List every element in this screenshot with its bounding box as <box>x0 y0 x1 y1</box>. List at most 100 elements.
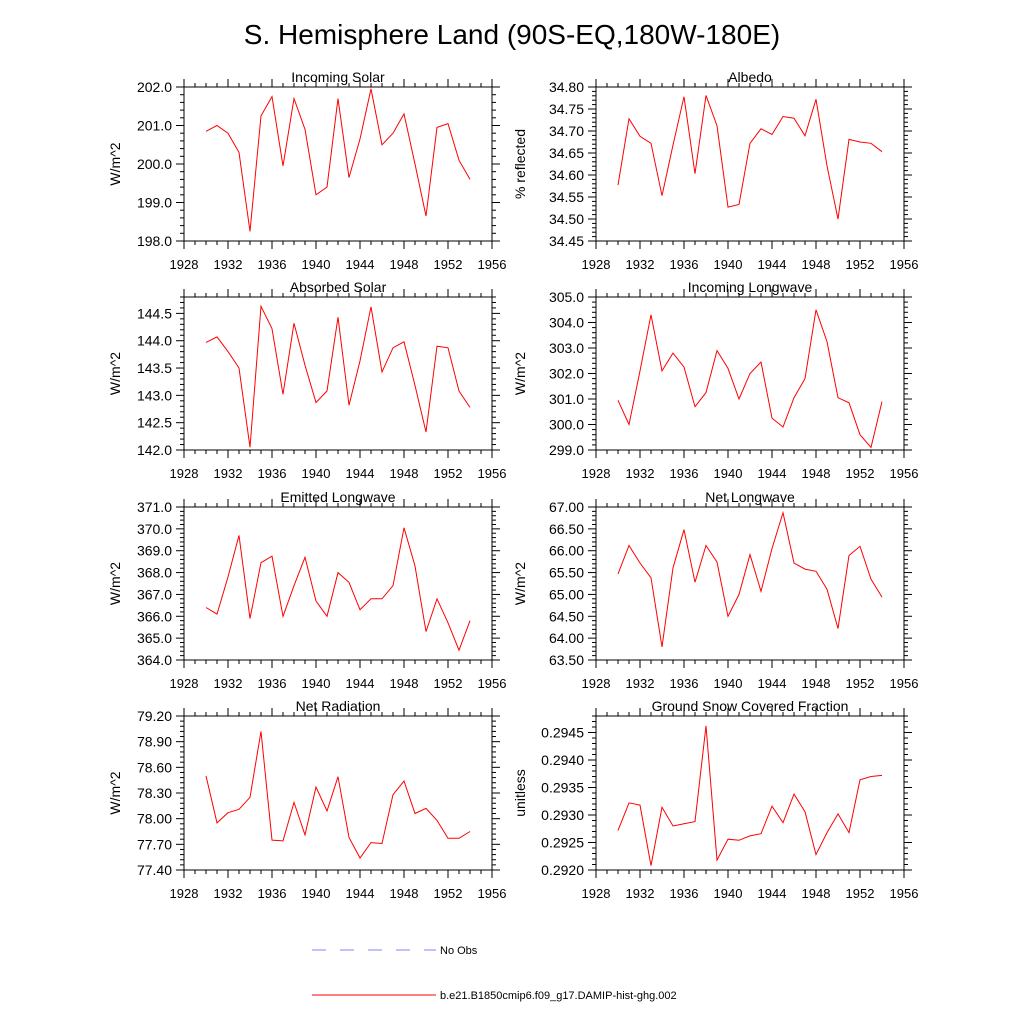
albedo-ytick-label: 34.55 <box>549 189 584 205</box>
incoming-longwave-ytick-label: 302.0 <box>549 366 584 382</box>
incoming-longwave-ylabel: W/m^2 <box>512 352 528 395</box>
emitted-longwave-ytick-label: 369.0 <box>137 543 172 559</box>
albedo-xtick-label: 1948 <box>802 257 831 272</box>
ground-snow-covered-fraction-title: Ground Snow Covered Fraction <box>652 698 849 714</box>
ground-snow-covered-fraction-xtick-label: 1940 <box>714 886 743 901</box>
net-longwave-xtick-label: 1936 <box>670 676 699 691</box>
albedo-ytick-label: 34.65 <box>549 145 584 161</box>
panel-emitted-longwave: Emitted Longwave 1928 1932 1936 1940 1944 1948… <box>107 489 506 691</box>
incoming-longwave-ytick-label: 300.0 <box>549 417 584 433</box>
albedo-ytick-label: 34.70 <box>549 123 584 139</box>
ground-snow-covered-fraction-ytick-label: 0.2930 <box>541 807 584 823</box>
ground-snow-covered-fraction-ytick-label: 0.2945 <box>541 725 584 741</box>
emitted-longwave-title: Emitted Longwave <box>280 489 395 505</box>
net-longwave-xtick-label: 1952 <box>846 676 875 691</box>
albedo-ytick-label: 34.75 <box>549 101 584 117</box>
net-longwave-ytick-label: 66.00 <box>549 543 584 559</box>
absorbed-solar-ytick-label: 143.5 <box>137 360 172 376</box>
absorbed-solar-series-line <box>205 304 471 448</box>
incoming-solar-ytick-label: 198.0 <box>137 233 172 249</box>
legend: No Obs b.e21.B1850cmip6.f09_g17.DAMIP-hi… <box>312 945 677 1002</box>
panel-absorbed-solar: Absorbed Solar 1928 1932 1936 1940 1944 1948 19… <box>107 279 506 481</box>
net-longwave-xtick-label: 1956 <box>890 676 919 691</box>
net-longwave-ytick-label: 66.50 <box>549 521 584 537</box>
albedo-series-line <box>617 95 883 220</box>
emitted-longwave-xtick-label: 1932 <box>214 676 243 691</box>
net-radiation-xtick-label: 1928 <box>170 886 199 901</box>
net-longwave-xtick-label: 1940 <box>714 676 743 691</box>
albedo-ytick-label: 34.80 <box>549 79 584 95</box>
absorbed-solar-xtick-label: 1948 <box>390 466 419 481</box>
albedo-xtick-label: 1944 <box>758 257 787 272</box>
albedo-frame <box>595 86 905 242</box>
incoming-solar-series-line <box>205 88 471 232</box>
net-radiation-xtick-label: 1944 <box>346 886 375 901</box>
albedo-xtick-label: 1952 <box>846 257 875 272</box>
absorbed-solar-ylabel: W/m^2 <box>107 352 123 395</box>
albedo-ylabel: % reflected <box>512 129 528 199</box>
absorbed-solar-ytick-label: 142.5 <box>137 415 172 431</box>
emitted-longwave-ytick-label: 365.0 <box>137 630 172 646</box>
incoming-longwave-ytick-label: 304.0 <box>549 315 584 331</box>
net-longwave-ytick-label: 63.50 <box>549 652 584 668</box>
net-radiation-xtick-label: 1952 <box>434 886 463 901</box>
net-radiation-ytick-label: 77.40 <box>137 862 172 878</box>
emitted-longwave-xtick-label: 1952 <box>434 676 463 691</box>
incoming-solar-ylabel: W/m^2 <box>107 142 123 185</box>
ground-snow-covered-fraction-ytick-label: 0.2940 <box>541 752 584 768</box>
ground-snow-covered-fraction-xtick-label: 1932 <box>626 886 655 901</box>
ground-snow-covered-fraction-xtick-label: 1936 <box>670 886 699 901</box>
absorbed-solar-xtick-label: 1936 <box>258 466 287 481</box>
emitted-longwave-ytick-label: 364.0 <box>137 652 172 668</box>
absorbed-solar-xtick-label: 1932 <box>214 466 243 481</box>
legend-series-label: b.e21.B1850cmip6.f09_g17.DAMIP-hist-ghg.… <box>440 990 677 1002</box>
incoming-longwave-xtick-label: 1932 <box>626 466 655 481</box>
panel-net-longwave: Net Longwave 1928 1932 1936 1940 1944 1948 1952… <box>512 489 918 691</box>
net-radiation-xtick-label: 1956 <box>478 886 507 901</box>
net-longwave-ytick-label: 64.50 <box>549 608 584 624</box>
net-longwave-ytick-label: 65.50 <box>549 565 584 581</box>
incoming-solar-title: Incoming Solar <box>291 69 385 85</box>
ground-snow-covered-fraction-ylabel: unitless <box>512 769 528 816</box>
ground-snow-covered-fraction-xtick-label: 1944 <box>758 886 787 901</box>
ground-snow-covered-fraction-ytick-label: 0.2925 <box>541 835 584 851</box>
incoming-longwave-ytick-label: 305.0 <box>549 289 584 305</box>
emitted-longwave-xtick-label: 1956 <box>478 676 507 691</box>
emitted-longwave-xtick-label: 1936 <box>258 676 287 691</box>
incoming-longwave-xtick-label: 1940 <box>714 466 743 481</box>
absorbed-solar-xtick-label: 1944 <box>346 466 375 481</box>
albedo-xtick-label: 1940 <box>714 257 743 272</box>
incoming-longwave-ytick-label: 299.0 <box>549 442 584 458</box>
ground-snow-covered-fraction-ytick-label: 0.2935 <box>541 780 584 796</box>
net-radiation-ytick-label: 78.00 <box>137 811 172 827</box>
net-longwave-xtick-label: 1928 <box>582 676 611 691</box>
incoming-solar-xtick-label: 1940 <box>302 257 331 272</box>
legend-no-obs-label: No Obs <box>440 945 478 957</box>
absorbed-solar-xtick-label: 1940 <box>302 466 331 481</box>
net-radiation-ytick-label: 77.70 <box>137 836 172 852</box>
net-radiation-xtick-label: 1932 <box>214 886 243 901</box>
panel-incoming-longwave: Incoming Longwave 1928 1932 1936 1940 1944 194… <box>512 279 918 481</box>
net-longwave-ylabel: W/m^2 <box>512 562 528 605</box>
ground-snow-covered-fraction-xtick-label: 1928 <box>582 886 611 901</box>
incoming-solar-ytick-label: 201.0 <box>137 118 172 134</box>
net-radiation-title: Net Radiation <box>296 698 381 714</box>
emitted-longwave-series-line <box>205 527 471 652</box>
absorbed-solar-ytick-label: 142.0 <box>137 442 172 458</box>
emitted-longwave-xtick-label: 1948 <box>390 676 419 691</box>
absorbed-solar-xtick-label: 1952 <box>434 466 463 481</box>
net-radiation-frame <box>183 715 493 871</box>
incoming-longwave-xtick-label: 1936 <box>670 466 699 481</box>
net-radiation-series-line <box>205 731 471 859</box>
albedo-ytick-label: 34.50 <box>549 211 584 227</box>
albedo-ytick-label: 34.60 <box>549 167 584 183</box>
net-longwave-ytick-label: 64.00 <box>549 630 584 646</box>
net-longwave-series-line <box>617 510 883 647</box>
net-longwave-frame <box>595 506 905 661</box>
incoming-longwave-title: Incoming Longwave <box>688 279 813 295</box>
net-radiation-ylabel: W/m^2 <box>107 771 123 814</box>
albedo-xtick-label: 1956 <box>890 257 919 272</box>
net-radiation-ytick-label: 78.60 <box>137 759 172 775</box>
absorbed-solar-ytick-label: 144.0 <box>137 333 172 349</box>
net-longwave-xtick-label: 1932 <box>626 676 655 691</box>
